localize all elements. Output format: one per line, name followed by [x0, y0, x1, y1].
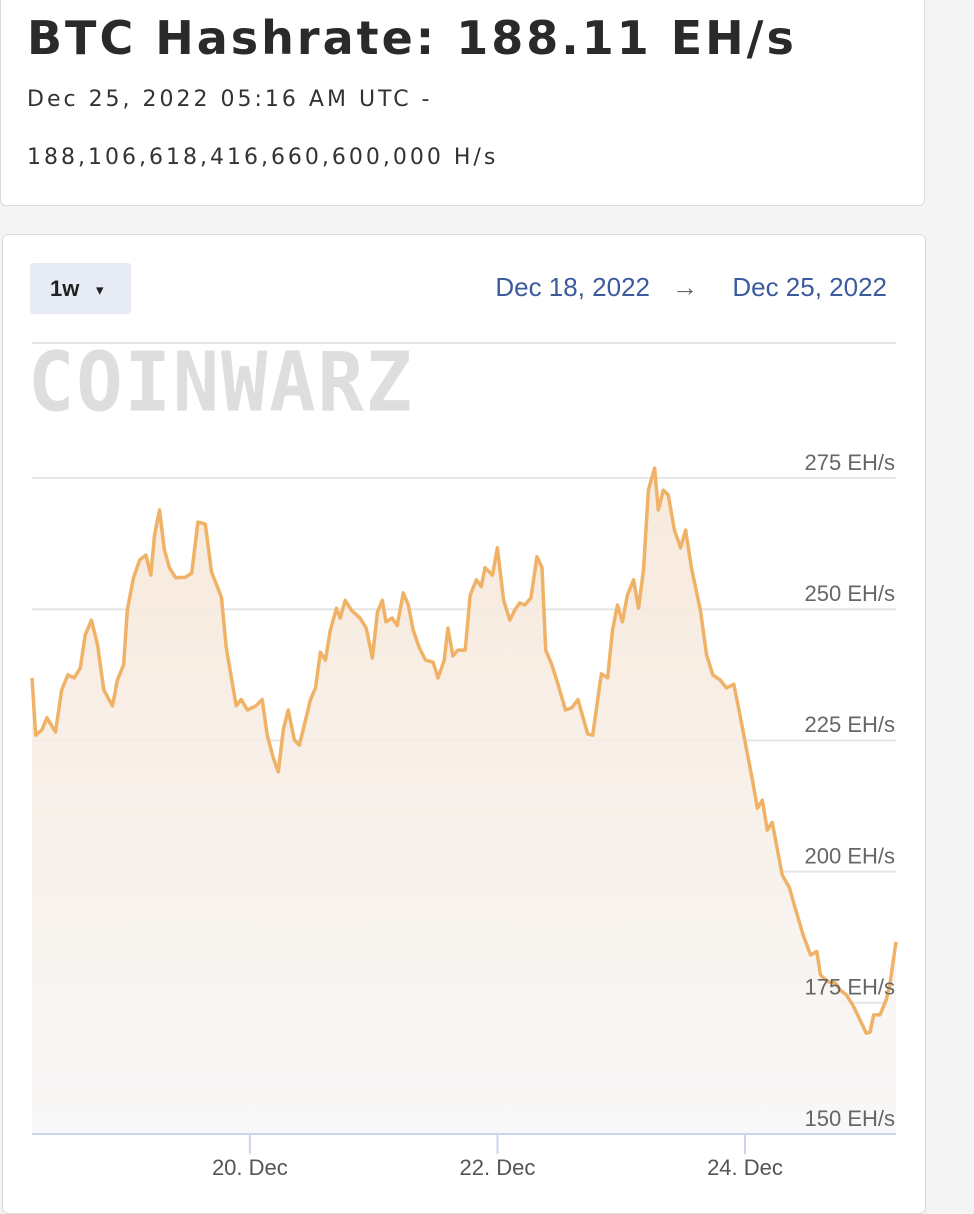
range-button[interactable] — [30, 263, 131, 314]
x-tick-label: 22. Dec — [460, 1155, 536, 1180]
watermark: COINWARZ — [28, 335, 414, 430]
y-tick-label: 200 EH/s — [805, 843, 896, 868]
range-button-label[interactable]: 1w — [50, 276, 80, 301]
x-tick-label: 20. Dec — [212, 1155, 288, 1180]
y-tick-label: 175 EH/s — [805, 975, 896, 1000]
line — [30, 466, 898, 1035]
y-tick-label: 225 EH/s — [805, 712, 896, 737]
header-card: BTC Hashrate: 188.11 EH/s Dec 25, 2022 0… — [0, 0, 925, 206]
y-tick-label: 275 EH/s — [805, 450, 896, 475]
timestamp: Dec 25, 2022 05:16 AM UTC - — [27, 87, 433, 112]
date-arrow: → — [672, 272, 698, 302]
y-tick-label: 250 EH/s — [805, 581, 896, 606]
y-tick-label: 150 EH/s — [805, 1106, 896, 1131]
title: BTC Hashrate: 188.11 EH/s — [27, 11, 797, 65]
hashrate-raw: 188,106,618,416,660,600,000 H/s — [27, 145, 499, 170]
x-tick-label: 24. Dec — [707, 1155, 783, 1180]
end-date[interactable]: Dec 25, 2022 — [732, 272, 887, 302]
start-date[interactable]: Dec 18, 2022 — [495, 272, 650, 302]
area — [32, 468, 896, 1134]
dropdown-icon[interactable]: ▾ — [96, 282, 104, 299]
